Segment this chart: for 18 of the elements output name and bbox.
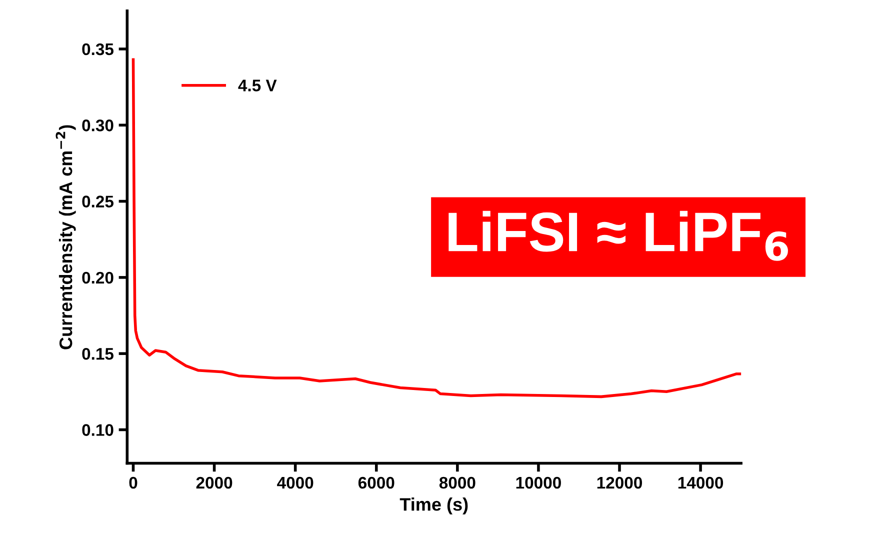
x-tick-label: 4000 (277, 476, 314, 489)
y-tick-label: 0.25 (82, 196, 114, 208)
x-axis-title: Time (s) (400, 498, 468, 514)
x-tick-label: 6000 (358, 476, 394, 489)
y-tick-label: 0.35 (82, 43, 114, 56)
x-tick-label: 14000 (678, 476, 724, 489)
x-tick-label: 2000 (196, 476, 232, 489)
y-axis-title: Currentdensity (mA cm$^{−2}$) (56, 125, 76, 350)
x-tick-label: 0 (129, 476, 138, 489)
y-tick-label: 0.30 (82, 120, 114, 132)
x-tick-label: 8000 (439, 476, 476, 489)
x-tick-label: 12000 (597, 476, 642, 489)
legend-label: 4.5 V (238, 80, 277, 92)
annotation: LiFSI ≈ LiPF$_{6}$ (448, 210, 788, 261)
y-tick-label: 0.20 (82, 272, 114, 284)
y-tick-label: 0.10 (82, 424, 114, 436)
x-tick-label: 10000 (516, 476, 561, 489)
y-tick-label: 0.15 (82, 348, 114, 360)
